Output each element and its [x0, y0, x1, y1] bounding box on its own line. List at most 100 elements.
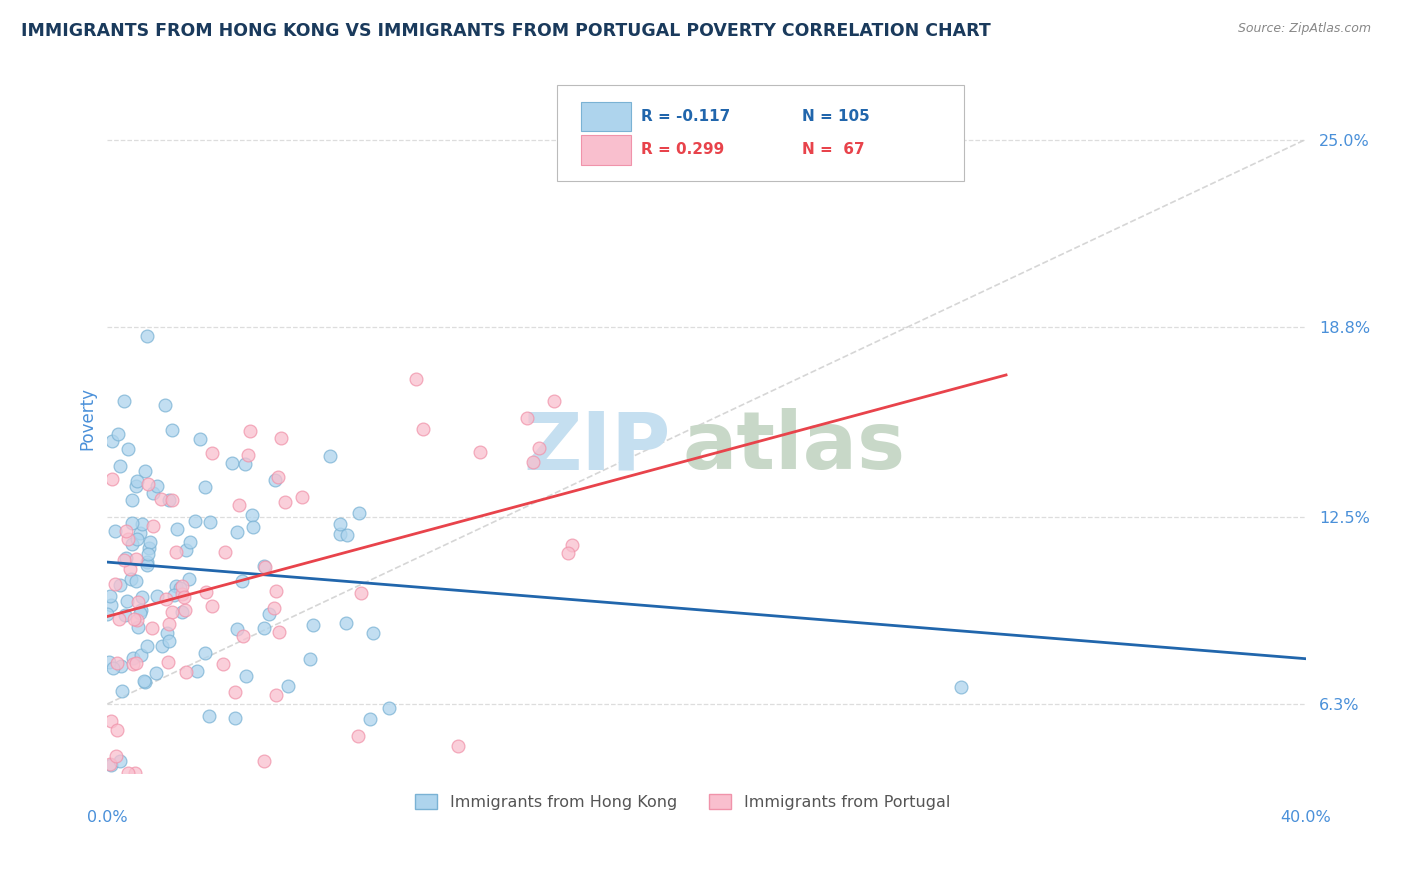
Point: [170, 579, 193, 593]
Point: [127, 595, 149, 609]
Point: [160, 493, 183, 508]
Point: [142, 485, 165, 500]
Point: [235, 458, 257, 472]
Text: R = -0.117: R = -0.117: [641, 109, 730, 124]
Point: [122, 657, 145, 672]
Point: [225, 524, 247, 539]
Point: [270, 431, 292, 445]
Point: [236, 448, 259, 462]
Point: [118, 561, 141, 575]
Point: [165, 578, 187, 592]
Point: [117, 766, 139, 780]
Point: [100, 757, 122, 772]
Point: [169, 581, 191, 595]
Point: [121, 493, 143, 508]
Text: N = 105: N = 105: [803, 109, 870, 124]
Point: [110, 659, 132, 673]
Point: [114, 551, 136, 566]
Point: [359, 712, 381, 726]
Point: [211, 657, 233, 671]
Point: [349, 506, 371, 520]
Point: [173, 591, 195, 605]
Point: [291, 490, 314, 504]
FancyBboxPatch shape: [581, 135, 631, 165]
Point: [335, 615, 357, 630]
Point: [122, 650, 145, 665]
Point: [135, 558, 157, 572]
Point: [240, 508, 263, 522]
Point: [347, 729, 370, 743]
Point: [267, 625, 290, 640]
Point: [96, 607, 118, 621]
Point: [257, 607, 280, 622]
Point: [329, 516, 352, 531]
Text: R = 0.299: R = 0.299: [641, 143, 724, 157]
Text: ZIP: ZIP: [523, 409, 671, 486]
Point: [108, 754, 131, 768]
Point: [174, 602, 197, 616]
Point: [97, 655, 120, 669]
Point: [138, 477, 160, 491]
Point: [112, 553, 135, 567]
Point: [361, 626, 384, 640]
Point: [253, 754, 276, 768]
Point: [274, 495, 297, 509]
Point: [235, 668, 257, 682]
Point: [138, 547, 160, 561]
Point: [194, 646, 217, 660]
Point: [101, 472, 124, 486]
Point: [104, 577, 127, 591]
Point: [470, 445, 492, 459]
Point: [184, 515, 207, 529]
Point: [253, 621, 276, 635]
Point: [136, 555, 159, 569]
Point: [145, 665, 167, 680]
Point: [162, 606, 184, 620]
Point: [146, 589, 169, 603]
Point: [950, 681, 973, 695]
Point: [302, 618, 325, 632]
Point: [150, 639, 173, 653]
Point: [124, 766, 146, 780]
Point: [131, 590, 153, 604]
Point: [153, 399, 176, 413]
Point: [125, 551, 148, 566]
Point: [163, 588, 186, 602]
Point: [134, 464, 156, 478]
Point: [138, 541, 160, 556]
Point: [125, 574, 148, 589]
Point: [105, 723, 128, 738]
Point: [131, 603, 153, 617]
Point: [298, 651, 321, 665]
Point: [129, 648, 152, 662]
Point: [543, 394, 565, 409]
Point: [108, 578, 131, 592]
Point: [172, 605, 194, 619]
Point: [412, 421, 434, 435]
Point: [127, 474, 149, 488]
Point: [239, 424, 262, 438]
Point: [127, 613, 149, 627]
Point: [228, 498, 250, 512]
Point: [128, 525, 150, 540]
Text: Source: ZipAtlas.com: Source: ZipAtlas.com: [1237, 22, 1371, 36]
Point: [110, 458, 132, 473]
Point: [253, 559, 276, 574]
Point: [117, 593, 139, 607]
Point: [136, 640, 159, 654]
Point: [522, 455, 544, 469]
Point: [176, 543, 198, 558]
Point: [405, 372, 427, 386]
Text: 40.0%: 40.0%: [1281, 810, 1331, 824]
Point: [146, 479, 169, 493]
Point: [114, 608, 136, 623]
Point: [170, 587, 193, 601]
Point: [264, 583, 287, 598]
Point: [350, 586, 373, 600]
Point: [100, 434, 122, 449]
Point: [134, 675, 156, 690]
Point: [104, 748, 127, 763]
Point: [125, 657, 148, 671]
Point: [128, 606, 150, 620]
Point: [115, 524, 138, 538]
